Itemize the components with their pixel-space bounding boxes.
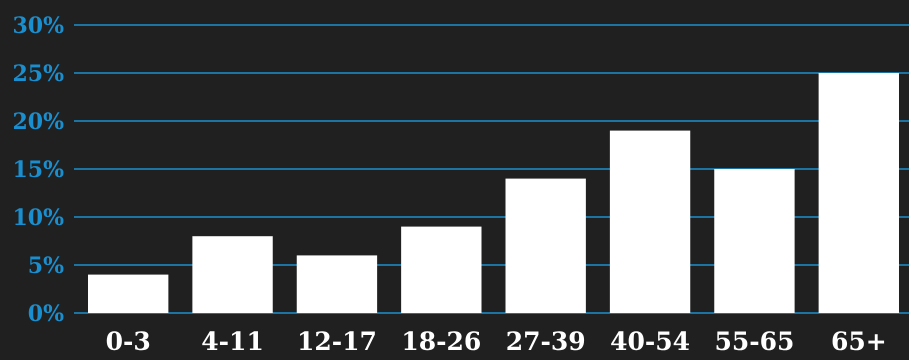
- bar-55-65: [714, 169, 795, 313]
- y-tick-label: 15%: [12, 157, 64, 183]
- x-tick-label: 18-26: [401, 327, 481, 356]
- y-tick-label: 5%: [28, 253, 64, 279]
- y-tick-label: 10%: [12, 205, 64, 231]
- bar-0-3: [88, 274, 169, 313]
- x-tick-label: 40-54: [610, 327, 690, 356]
- x-tick-label: 65+: [831, 327, 887, 356]
- bar-40-54: [609, 130, 691, 313]
- y-axis-ticks: 0% 5% 10% 15% 20% 25% 30%: [12, 13, 64, 327]
- x-tick-label: 12-17: [297, 327, 377, 356]
- x-tick-label: 27-39: [506, 327, 586, 356]
- x-tick-label: 0-3: [106, 327, 151, 356]
- bars: [88, 73, 899, 313]
- y-tick-label: 25%: [12, 61, 64, 87]
- y-tick-label: 0%: [28, 301, 64, 327]
- bar-27-39: [505, 178, 586, 313]
- bar-65+: [818, 73, 899, 313]
- x-tick-label: 55-65: [714, 327, 794, 356]
- y-tick-label: 20%: [12, 109, 64, 135]
- y-tick-label: 30%: [12, 13, 64, 39]
- bar-12-17: [296, 255, 378, 313]
- x-tick-label: 4-11: [201, 327, 264, 356]
- x-axis-ticks: 0-3 4-11 12-17 18-26 27-39 40-54 55-65 65+: [106, 327, 887, 356]
- bar-4-11: [192, 236, 273, 313]
- bar-18-26: [401, 226, 482, 313]
